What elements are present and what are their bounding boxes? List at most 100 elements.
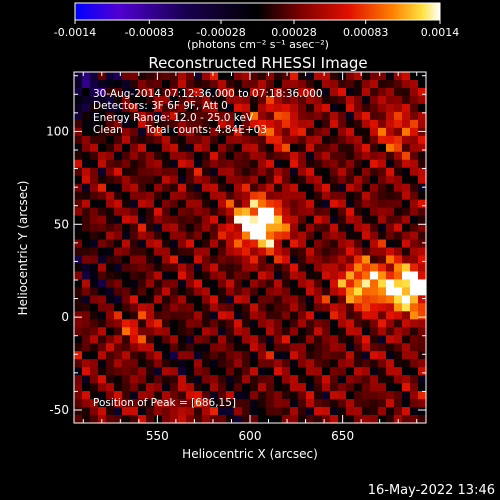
- heatmap-cell: [138, 72, 147, 81]
- heatmap-cell: [370, 399, 379, 408]
- heatmap-cell: [98, 183, 107, 193]
- heatmap-cell: [346, 311, 355, 320]
- heatmap-cell: [258, 103, 267, 113]
- heatmap-cell: [250, 351, 259, 360]
- heatmap-cell: [242, 175, 251, 185]
- heatmap-cell: [226, 247, 235, 257]
- heatmap-cell: [234, 199, 243, 209]
- heatmap-cell: [146, 255, 155, 265]
- heatmap-cell: [338, 111, 347, 121]
- heatmap-cell: [306, 287, 315, 296]
- heatmap-cell: [194, 319, 203, 328]
- heatmap-cell: [234, 351, 243, 360]
- heatmap-cell: [346, 183, 355, 193]
- heatmap-cell: [282, 215, 291, 225]
- heatmap-cell: [122, 175, 131, 185]
- heatmap-cell: [314, 351, 323, 360]
- heatmap-cell: [282, 119, 291, 129]
- heatmap-cell: [338, 247, 347, 257]
- heatmap-cell: [290, 375, 299, 384]
- heatmap-cell: [330, 143, 339, 153]
- heatmap-cell: [306, 335, 315, 344]
- heatmap-cell: [306, 391, 315, 400]
- heatmap-cell: [162, 223, 171, 233]
- heatmap-cell: [386, 311, 395, 320]
- heatmap-cell: [258, 167, 267, 177]
- heatmap-cell: [242, 191, 251, 201]
- heatmap-cell: [178, 231, 187, 241]
- heatmap-cell: [306, 375, 315, 384]
- heatmap-cell: [418, 119, 427, 129]
- heatmap-cell: [106, 151, 115, 161]
- heatmap-cell: [266, 247, 275, 257]
- heatmap-cell: [170, 207, 179, 217]
- heatmap-cell: [234, 359, 243, 368]
- heatmap-cell: [74, 199, 83, 209]
- heatmap-cell: [178, 215, 187, 225]
- heatmap-cell: [234, 175, 243, 185]
- heatmap-cell: [138, 223, 147, 233]
- heatmap-cell: [242, 167, 251, 177]
- heatmap-cell: [258, 295, 267, 304]
- heatmap-cell: [290, 159, 299, 169]
- heatmap-cell: [354, 223, 363, 233]
- heatmap-cell: [354, 111, 363, 121]
- heatmap-cell: [234, 103, 243, 113]
- heatmap-cell: [170, 87, 179, 97]
- heatmap-cell: [106, 415, 115, 424]
- heatmap-cell: [418, 335, 427, 344]
- heatmap-cell: [354, 319, 363, 328]
- heatmap-cell: [242, 263, 251, 273]
- heatmap-cell: [386, 343, 395, 352]
- heatmap-cell: [322, 183, 331, 193]
- heatmap-cell: [146, 167, 155, 177]
- heatmap-cell: [322, 127, 331, 137]
- heatmap-cell: [378, 223, 387, 233]
- heatmap-cell: [274, 103, 283, 113]
- heatmap-cell: [362, 399, 371, 408]
- heatmap-cell: [106, 223, 115, 233]
- heatmap-cell: [370, 367, 379, 376]
- heatmap-cell: [362, 311, 371, 320]
- heatmap-cell: [346, 135, 355, 145]
- heatmap-cell: [210, 135, 219, 145]
- heatmap-cell: [218, 335, 227, 344]
- heatmap-cell: [82, 351, 91, 360]
- heatmap-cell: [346, 327, 355, 336]
- heatmap-cell: [122, 247, 131, 257]
- heatmap-cell: [418, 359, 427, 368]
- heatmap-cell: [90, 343, 99, 352]
- heatmap-cell: [218, 271, 227, 281]
- heatmap-cell: [306, 175, 315, 185]
- heatmap-cell: [330, 287, 339, 296]
- heatmap-cell: [106, 351, 115, 360]
- heatmap-cell: [162, 151, 171, 161]
- heatmap-cell: [234, 215, 243, 225]
- heatmap-cell: [314, 407, 323, 416]
- heatmap-cell: [354, 167, 363, 177]
- heatmap-cell: [202, 319, 211, 328]
- heatmap-cell: [274, 287, 283, 296]
- heatmap-cell: [186, 303, 195, 312]
- heatmap-cell: [250, 231, 259, 241]
- heatmap-cell: [314, 311, 323, 320]
- heatmap-cell: [378, 95, 387, 105]
- heatmap-cell: [90, 215, 99, 225]
- heatmap-cell: [394, 271, 403, 281]
- heatmap-cell: [138, 143, 147, 153]
- heatmap-cell: [90, 335, 99, 344]
- heatmap-cell: [258, 343, 267, 352]
- heatmap-cell: [178, 151, 187, 161]
- heatmap-cell: [290, 383, 299, 392]
- heatmap-cell: [226, 127, 235, 137]
- heatmap-cell: [362, 167, 371, 177]
- heatmap-cell: [242, 295, 251, 304]
- heatmap-cell: [266, 263, 275, 273]
- heatmap-cell: [162, 351, 171, 360]
- heatmap-cell: [98, 311, 107, 320]
- heatmap-cell: [90, 263, 99, 273]
- heatmap-cell: [138, 263, 147, 273]
- heatmap-cell: [298, 415, 307, 424]
- heatmap-cell: [370, 351, 379, 360]
- heatmap-cell: [218, 111, 227, 121]
